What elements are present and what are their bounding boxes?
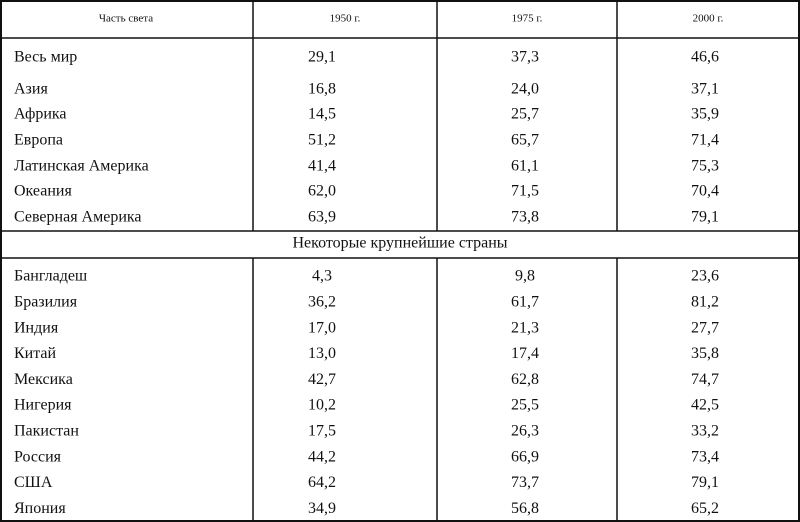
name-cell: Весь мир (14, 49, 77, 66)
name-cell: Латинская Америка (14, 158, 149, 175)
value-cell: 24,0 (511, 81, 539, 98)
value-cell: 25,5 (511, 397, 539, 414)
value-cell: 9,8 (515, 268, 535, 285)
value-cell: 27,7 (691, 319, 719, 336)
value-cell: 42,7 (308, 371, 336, 388)
value-cell: 65,2 (691, 500, 719, 517)
value-cell: 46,6 (691, 49, 719, 66)
value-cell: 42,5 (691, 397, 719, 414)
value-cell: 4,3 (312, 268, 332, 285)
value-cell: 79,1 (691, 474, 719, 491)
name-cell: Нигерия (14, 397, 72, 414)
name-cell: Пакистан (14, 422, 79, 439)
value-cell: 37,1 (691, 81, 719, 98)
value-cell: 65,7 (511, 132, 539, 149)
value-cell: 17,4 (511, 345, 539, 362)
value-cell: 37,3 (511, 49, 539, 66)
name-cell: Океания (14, 183, 72, 200)
value-cell: 25,7 (511, 106, 539, 123)
name-cell: Северная Америка (14, 209, 142, 226)
value-cell: 62,0 (308, 183, 336, 200)
value-cell: 71,5 (511, 183, 539, 200)
header-cell: 1950 г. (330, 13, 361, 25)
value-cell: 34,9 (308, 500, 336, 517)
value-cell: 51,2 (308, 132, 336, 149)
value-cell: 13,0 (308, 345, 336, 362)
name-cell: Азия (14, 81, 48, 98)
value-cell: 29,1 (308, 49, 336, 66)
header-cell: Часть света (99, 13, 153, 25)
value-cell: 62,8 (511, 371, 539, 388)
value-cell: 26,3 (511, 422, 539, 439)
value-cell: 14,5 (308, 106, 336, 123)
name-cell: Индия (14, 319, 59, 336)
value-cell: 74,7 (691, 371, 719, 388)
name-cell: Бразилия (14, 293, 78, 310)
value-cell: 63,9 (308, 209, 336, 226)
value-cell: 44,2 (308, 448, 336, 465)
value-cell: 56,8 (511, 500, 539, 517)
header-cell: 2000 г. (693, 13, 724, 25)
value-cell: 61,7 (511, 293, 539, 310)
name-cell: Европа (14, 132, 63, 149)
value-cell: 73,4 (691, 448, 719, 465)
value-cell: 35,9 (691, 106, 719, 123)
value-cell: 10,2 (308, 397, 336, 414)
value-cell: 79,1 (691, 209, 719, 226)
name-cell: Бангладеш (14, 268, 88, 285)
section-title: Некоторые крупнейшие страны (292, 235, 507, 252)
value-cell: 23,6 (691, 268, 719, 285)
name-cell: Мексика (14, 371, 73, 388)
name-cell: Россия (14, 448, 62, 465)
name-cell: Япония (14, 500, 66, 517)
value-cell: 73,8 (511, 209, 539, 226)
value-cell: 41,4 (308, 158, 336, 175)
value-cell: 70,4 (691, 183, 719, 200)
name-cell: Африка (14, 106, 67, 123)
value-cell: 33,2 (691, 422, 719, 439)
name-cell: США (14, 474, 53, 491)
value-cell: 75,3 (691, 158, 719, 175)
value-cell: 71,4 (691, 132, 719, 149)
value-cell: 21,3 (511, 319, 539, 336)
value-cell: 61,1 (511, 158, 539, 175)
value-cell: 81,2 (691, 293, 719, 310)
value-cell: 66,9 (511, 448, 539, 465)
value-cell: 35,8 (691, 345, 719, 362)
header-cell: 1975 г. (512, 13, 543, 25)
value-cell: 73,7 (511, 474, 539, 491)
value-cell: 36,2 (308, 293, 336, 310)
value-cell: 16,8 (308, 81, 336, 98)
value-cell: 17,5 (308, 422, 336, 439)
name-cell: Китай (14, 345, 57, 362)
value-cell: 17,0 (308, 319, 336, 336)
value-cell: 64,2 (308, 474, 336, 491)
